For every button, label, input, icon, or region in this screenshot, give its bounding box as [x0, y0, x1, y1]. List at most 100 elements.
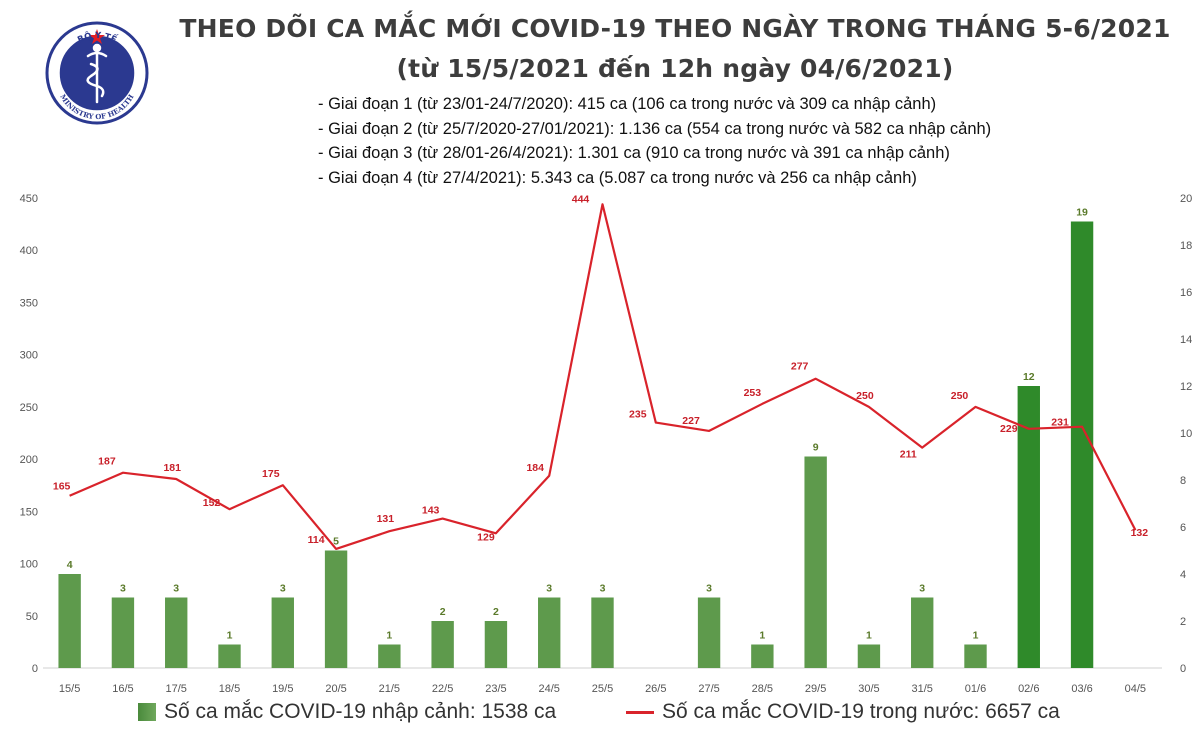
- bar-data-label: 3: [546, 583, 552, 595]
- bar-data-label: 4: [67, 559, 73, 571]
- x-axis-tick-label: 02/6: [1018, 683, 1039, 695]
- x-axis-tick-label: 15/5: [59, 683, 80, 695]
- left-axis-tick-label: 150: [20, 506, 38, 518]
- phase-item: - Giai đoạn 3 (từ 28/01-26/4/2021): 1.30…: [318, 144, 950, 162]
- bar-imported-cases: [751, 644, 774, 668]
- bar-data-label: 19: [1076, 207, 1088, 219]
- line-data-label: 235: [629, 409, 647, 421]
- bar-data-label: 1: [227, 630, 233, 642]
- bar-imported-cases: [591, 597, 614, 668]
- x-axis-tick-label: 29/5: [805, 683, 826, 695]
- line-data-label: 250: [856, 390, 874, 402]
- bar-data-label: 3: [706, 583, 712, 595]
- right-axis-tick-label: 18: [1180, 240, 1192, 252]
- chart-subtitle: (từ 15/5/2021 đến 12h ngày 04/6/2021): [396, 54, 954, 83]
- x-axis-tick-label: 21/5: [379, 683, 400, 695]
- bar-data-label: 1: [386, 630, 392, 642]
- left-axis-tick-label: 300: [20, 350, 38, 362]
- legend-label-imported: Số ca mắc COVID-19 nhập cảnh: 1538 ca: [164, 700, 557, 723]
- left-axis-tick-label: 450: [20, 193, 38, 205]
- x-axis-tick-label: 20/5: [325, 683, 346, 695]
- legend: Số ca mắc COVID-19 nhập cảnh: 1538 ca Số…: [0, 700, 1200, 734]
- bar-imported-cases: [911, 597, 934, 668]
- bar-imported-cases: [1070, 221, 1094, 668]
- line-data-label: 152: [203, 497, 221, 509]
- bar-data-label: 12: [1023, 371, 1035, 383]
- bar-imported-cases: [484, 621, 508, 668]
- bar-imported-cases: [697, 597, 721, 668]
- line-domestic-cases: [69, 203, 1137, 550]
- bar-data-label: 3: [120, 583, 126, 595]
- right-axis-tick-label: 6: [1180, 522, 1186, 534]
- line-data-label: 227: [682, 415, 700, 427]
- left-axis-tick-label: 250: [20, 402, 38, 414]
- line-data-label: 175: [262, 468, 280, 480]
- legend-item-domestic: Số ca mắc COVID-19 trong nước: 6657 ca: [626, 700, 1060, 724]
- left-axis-tick-label: 350: [20, 297, 38, 309]
- line-data-label: 229: [1000, 423, 1018, 435]
- bar-imported-cases: [165, 597, 188, 668]
- right-axis-tick-label: 10: [1180, 428, 1192, 440]
- line-data-label: 181: [163, 462, 181, 474]
- logo-top-text: BỘ Y TẾ: [76, 30, 119, 45]
- bar-imported-cases: [58, 574, 81, 668]
- bar-imported-cases: [111, 597, 135, 668]
- right-axis-tick-label: 4: [1180, 569, 1186, 581]
- right-axis-tick-label: 0: [1180, 663, 1186, 675]
- chart-title: THEO DÕI CA MẮC MỚI COVID-19 THEO NGÀY T…: [179, 14, 1171, 43]
- bar-imported-cases: [324, 550, 348, 668]
- line-data-label: 132: [1131, 527, 1149, 539]
- bar-imported-cases: [538, 597, 561, 668]
- phase-summary-list: - Giai đoạn 1 (từ 23/01-24/7/2020): 415 …: [318, 92, 991, 190]
- phase-item: - Giai đoạn 2 (từ 25/7/2020-27/01/2021):…: [318, 119, 992, 138]
- line-data-label: 187: [98, 456, 116, 468]
- bar-imported-cases: [431, 621, 454, 668]
- x-axis-tick-label: 23/5: [485, 683, 506, 695]
- x-axis-tick-label: 26/5: [645, 683, 666, 695]
- phase-item: - Giai đoạn 1 (từ 23/01-24/7/2020): 415 …: [318, 95, 937, 113]
- legend-item-imported: Số ca mắc COVID-19 nhập cảnh: 1538 ca: [138, 700, 556, 724]
- x-axis-tick-label: 16/5: [112, 683, 133, 695]
- phase-item: - Giai đoạn 4 (từ 27/4/2021): 5.343 ca (…: [318, 168, 917, 187]
- x-axis-tick-label: 28/5: [752, 683, 773, 695]
- right-axis-tick-label: 16: [1180, 287, 1192, 299]
- line-data-label: 250: [951, 390, 969, 402]
- bar-imported-cases: [964, 644, 987, 668]
- right-axis-tick-label: 20: [1180, 193, 1192, 205]
- ministry-of-health-logo: BỘ Y TẾ MINISTRY OF HEALTH: [44, 20, 150, 126]
- line-data-label: 184: [526, 462, 544, 474]
- line-data-label: 129: [477, 531, 495, 543]
- line-data-label: 165: [53, 481, 71, 493]
- bar-data-label: 3: [173, 583, 179, 595]
- line-data-label: 114: [308, 534, 325, 546]
- line-data-label: 211: [900, 449, 917, 461]
- x-axis-tick-label: 04/5: [1125, 683, 1146, 695]
- bar-imported-cases: [218, 644, 241, 668]
- x-axis-tick-label: 30/5: [858, 683, 879, 695]
- left-axis-tick-label: 400: [20, 245, 38, 257]
- line-data-label: 444: [572, 193, 590, 205]
- left-axis-tick-label: 50: [26, 611, 38, 623]
- bar-data-label: 5: [333, 536, 339, 548]
- left-axis-tick-label: 200: [20, 454, 38, 466]
- left-axis-tick-label: 0: [32, 663, 38, 675]
- right-axis-tick-label: 2: [1180, 616, 1186, 628]
- right-axis-tick-label: 8: [1180, 475, 1186, 487]
- bar-imported-cases: [857, 644, 881, 668]
- x-axis-tick-label: 31/5: [912, 683, 933, 695]
- legend-label-domestic: Số ca mắc COVID-19 trong nước: 6657 ca: [662, 700, 1060, 723]
- x-axis-tick-label: 17/5: [166, 683, 187, 695]
- line-data-label: 231: [1051, 417, 1069, 429]
- bar-data-label: 3: [280, 583, 286, 595]
- x-axis-tick-label: 18/5: [219, 683, 240, 695]
- bar-data-label: 2: [493, 606, 499, 618]
- bar-data-label: 3: [919, 583, 925, 595]
- x-axis-tick-label: 19/5: [272, 683, 293, 695]
- line-data-label: 253: [744, 387, 762, 399]
- bar-data-label: 3: [600, 583, 606, 595]
- right-axis-tick-label: 14: [1180, 334, 1192, 346]
- x-axis-tick-label: 22/5: [432, 683, 453, 695]
- line-data-label: 131: [377, 513, 395, 525]
- x-axis-tick-label: 01/6: [965, 683, 986, 695]
- x-axis-tick-label: 27/5: [698, 683, 719, 695]
